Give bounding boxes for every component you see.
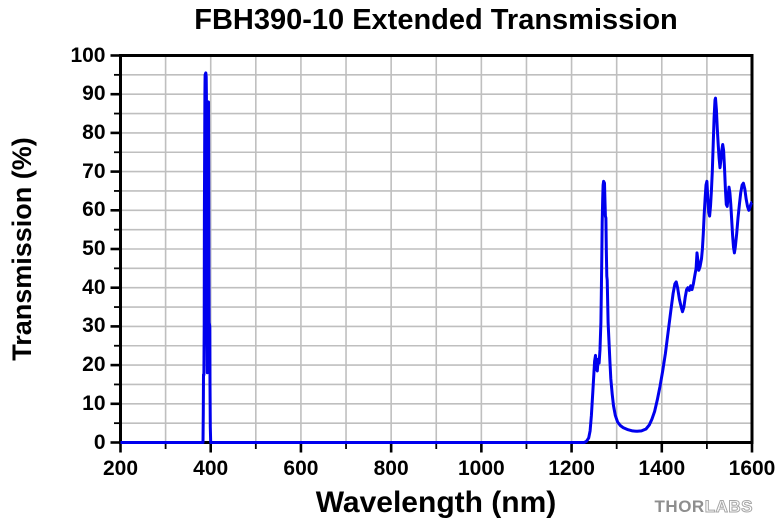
y-tick-label: 90 bbox=[82, 82, 106, 106]
logo-labs-text: LABS bbox=[704, 497, 753, 517]
x-tick-label: 1200 bbox=[548, 456, 595, 480]
thorlabs-logo: THORLABS bbox=[655, 497, 753, 517]
y-tick-label: 80 bbox=[82, 120, 106, 144]
y-tick-label: 40 bbox=[82, 275, 106, 299]
x-tick-label: 200 bbox=[102, 456, 139, 480]
y-tick-label: 30 bbox=[82, 314, 106, 338]
y-tick-label: 0 bbox=[93, 430, 106, 454]
y-tick-label: 20 bbox=[82, 353, 106, 377]
y-tick-label: 50 bbox=[82, 237, 106, 260]
logo-thor-text: THOR bbox=[654, 497, 705, 516]
x-tick-label: 800 bbox=[373, 456, 409, 480]
x-tick-label: 1400 bbox=[638, 456, 686, 480]
transmission-curve bbox=[120, 71, 753, 444]
x-tick-label: 400 bbox=[193, 456, 229, 480]
x-axis-label: Wavelength (nm) bbox=[315, 486, 557, 519]
x-tick-label: 600 bbox=[283, 456, 319, 480]
x-tick-label: 1600 bbox=[728, 456, 776, 480]
x-tick-label: 1000 bbox=[457, 456, 505, 480]
y-tick-label: 60 bbox=[82, 198, 106, 222]
y-tick-label: 70 bbox=[82, 159, 106, 183]
y-tick-label: 10 bbox=[82, 391, 106, 415]
y-tick-label: 100 bbox=[70, 43, 106, 67]
chart-title: FBH390-10 Extended Transmission bbox=[194, 4, 678, 36]
